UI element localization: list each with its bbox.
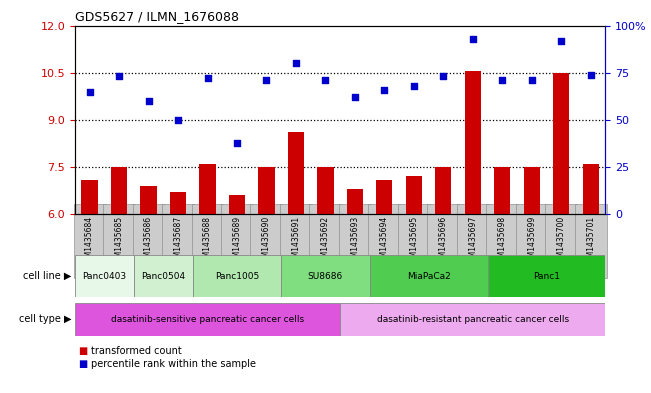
- Point: [232, 140, 242, 146]
- Bar: [193, 255, 281, 297]
- Text: ■: ■: [78, 358, 87, 369]
- Point: [320, 77, 331, 83]
- Bar: [494, 167, 510, 214]
- Point: [556, 37, 566, 44]
- Text: GDS5627 / ILMN_1676088: GDS5627 / ILMN_1676088: [75, 10, 239, 23]
- Bar: [75, 303, 340, 336]
- Bar: [406, 176, 422, 214]
- Bar: [488, 255, 605, 297]
- Bar: [376, 180, 393, 214]
- Point: [85, 88, 95, 95]
- Point: [143, 98, 154, 104]
- Bar: [229, 195, 245, 214]
- Point: [409, 83, 419, 89]
- Bar: [370, 255, 488, 297]
- Text: transformed count: transformed count: [91, 346, 182, 356]
- Point: [114, 73, 124, 80]
- Text: Panc0403: Panc0403: [82, 272, 126, 281]
- Point: [291, 60, 301, 66]
- Bar: [111, 167, 127, 214]
- Point: [261, 77, 271, 83]
- Point: [467, 36, 478, 42]
- Text: percentile rank within the sample: percentile rank within the sample: [91, 358, 256, 369]
- Bar: [134, 255, 193, 297]
- Bar: [281, 255, 370, 297]
- Text: dasatinib-sensitive pancreatic cancer cells: dasatinib-sensitive pancreatic cancer ce…: [111, 315, 304, 324]
- Bar: [523, 167, 540, 214]
- Point: [379, 86, 389, 93]
- Text: Panc1: Panc1: [533, 272, 560, 281]
- Point: [585, 72, 596, 78]
- Point: [173, 117, 183, 123]
- Point: [350, 94, 360, 100]
- Text: Panc1005: Panc1005: [215, 272, 259, 281]
- Text: ■: ■: [78, 346, 87, 356]
- Bar: [199, 164, 215, 214]
- Text: cell type ▶: cell type ▶: [19, 314, 72, 324]
- Bar: [258, 167, 275, 214]
- Point: [202, 75, 213, 81]
- Bar: [583, 164, 599, 214]
- Text: MiaPaCa2: MiaPaCa2: [407, 272, 450, 281]
- Text: SU8686: SU8686: [308, 272, 343, 281]
- Bar: [317, 167, 333, 214]
- Bar: [340, 303, 605, 336]
- Bar: [436, 167, 451, 214]
- Point: [438, 73, 449, 80]
- Bar: [141, 186, 157, 214]
- Text: cell line ▶: cell line ▶: [23, 271, 72, 281]
- Text: dasatinib-resistant pancreatic cancer cells: dasatinib-resistant pancreatic cancer ce…: [377, 315, 569, 324]
- Bar: [347, 189, 363, 214]
- Bar: [75, 255, 134, 297]
- Point: [527, 77, 537, 83]
- Bar: [465, 71, 481, 214]
- Bar: [288, 132, 304, 214]
- Text: Panc0504: Panc0504: [141, 272, 186, 281]
- Bar: [170, 192, 186, 214]
- Bar: [553, 73, 570, 214]
- Bar: [81, 180, 98, 214]
- Point: [497, 77, 508, 83]
